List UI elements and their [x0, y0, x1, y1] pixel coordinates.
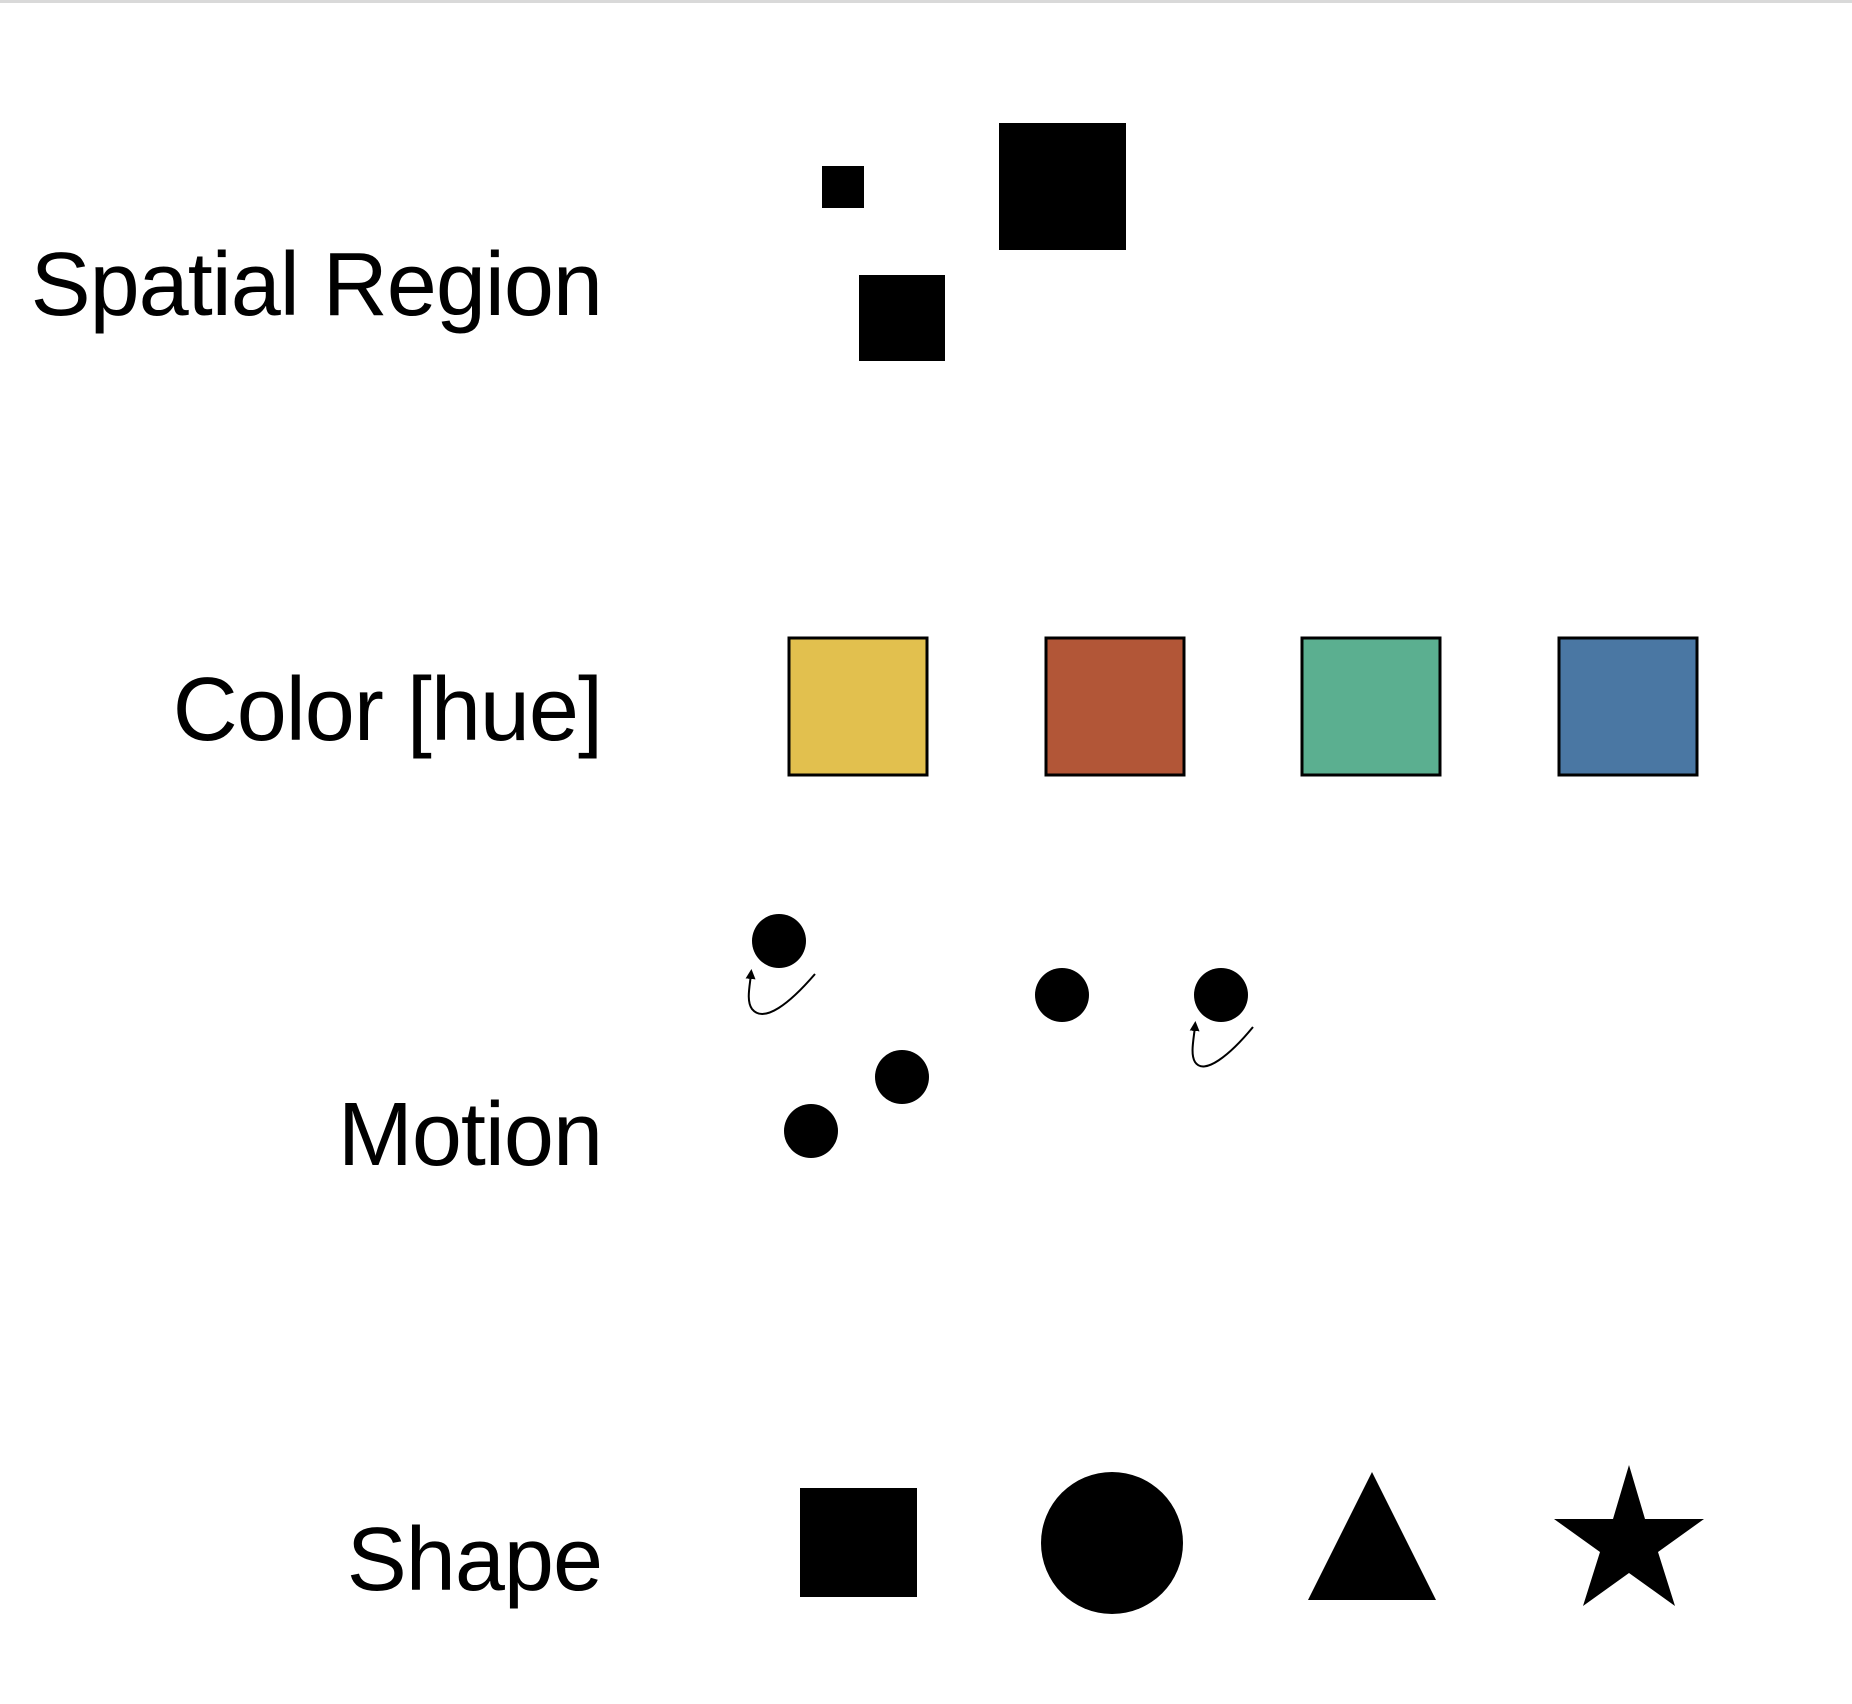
spatial-square-large	[999, 123, 1126, 250]
color-swatch-blue	[1557, 636, 1699, 777]
shape-marks	[800, 1465, 1704, 1614]
color-swatches	[787, 636, 1699, 777]
triangle-shape	[1308, 1472, 1436, 1600]
square-shape	[800, 1488, 917, 1597]
circle-shape	[1041, 1472, 1183, 1614]
spatial-region-marks	[822, 123, 1126, 361]
spatial-region-label: Spatial Region	[30, 235, 603, 335]
motion-dot	[875, 1050, 929, 1104]
color-swatch-red	[1044, 636, 1186, 777]
motion-dot	[1194, 968, 1248, 1022]
star-shape	[1554, 1465, 1704, 1606]
top-divider	[0, 0, 1852, 3]
shape-label: Shape	[346, 1510, 603, 1610]
motion-dot	[784, 1104, 838, 1158]
motion-dot	[752, 914, 806, 968]
color-swatch-green	[1300, 636, 1442, 777]
motion-marks	[745, 914, 1254, 1158]
motion-arrow	[745, 969, 816, 1015]
spatial-square-medium	[859, 275, 945, 361]
motion-arrow	[1189, 1021, 1254, 1068]
color-hue-label: Color [hue]	[172, 660, 603, 760]
color-swatch-yellow	[787, 636, 929, 777]
spatial-square-small	[822, 166, 864, 208]
motion-dot	[1035, 968, 1089, 1022]
motion-label: Motion	[337, 1085, 603, 1185]
